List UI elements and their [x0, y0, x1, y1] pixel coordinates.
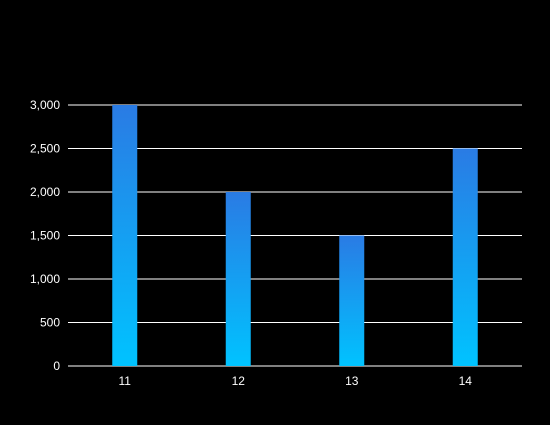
x-tick-label: 12 [232, 374, 246, 388]
bar-12 [225, 192, 251, 366]
bar-14 [452, 148, 478, 366]
x-axis-ticks: 11 12 13 14 [119, 374, 473, 388]
y-tick-label: 1,500 [30, 229, 60, 243]
gridlines [68, 104, 522, 367]
y-tick-label: 3,000 [30, 98, 60, 112]
y-tick-label: 1,000 [30, 272, 60, 286]
y-axis-ticks: 0 500 1,000 1,500 2,000 2,500 3,000 [30, 98, 60, 373]
y-tick-label: 500 [40, 316, 60, 330]
x-tick-label: 13 [345, 374, 359, 388]
bars [112, 105, 478, 366]
y-tick-label: 2,500 [30, 142, 60, 156]
bar-11 [112, 105, 138, 366]
y-tick-label: 2,000 [30, 185, 60, 199]
x-tick-label: 14 [459, 374, 473, 388]
x-tick-label: 11 [119, 374, 132, 388]
y-tick-label: 0 [53, 359, 60, 373]
bar-13 [339, 235, 365, 366]
